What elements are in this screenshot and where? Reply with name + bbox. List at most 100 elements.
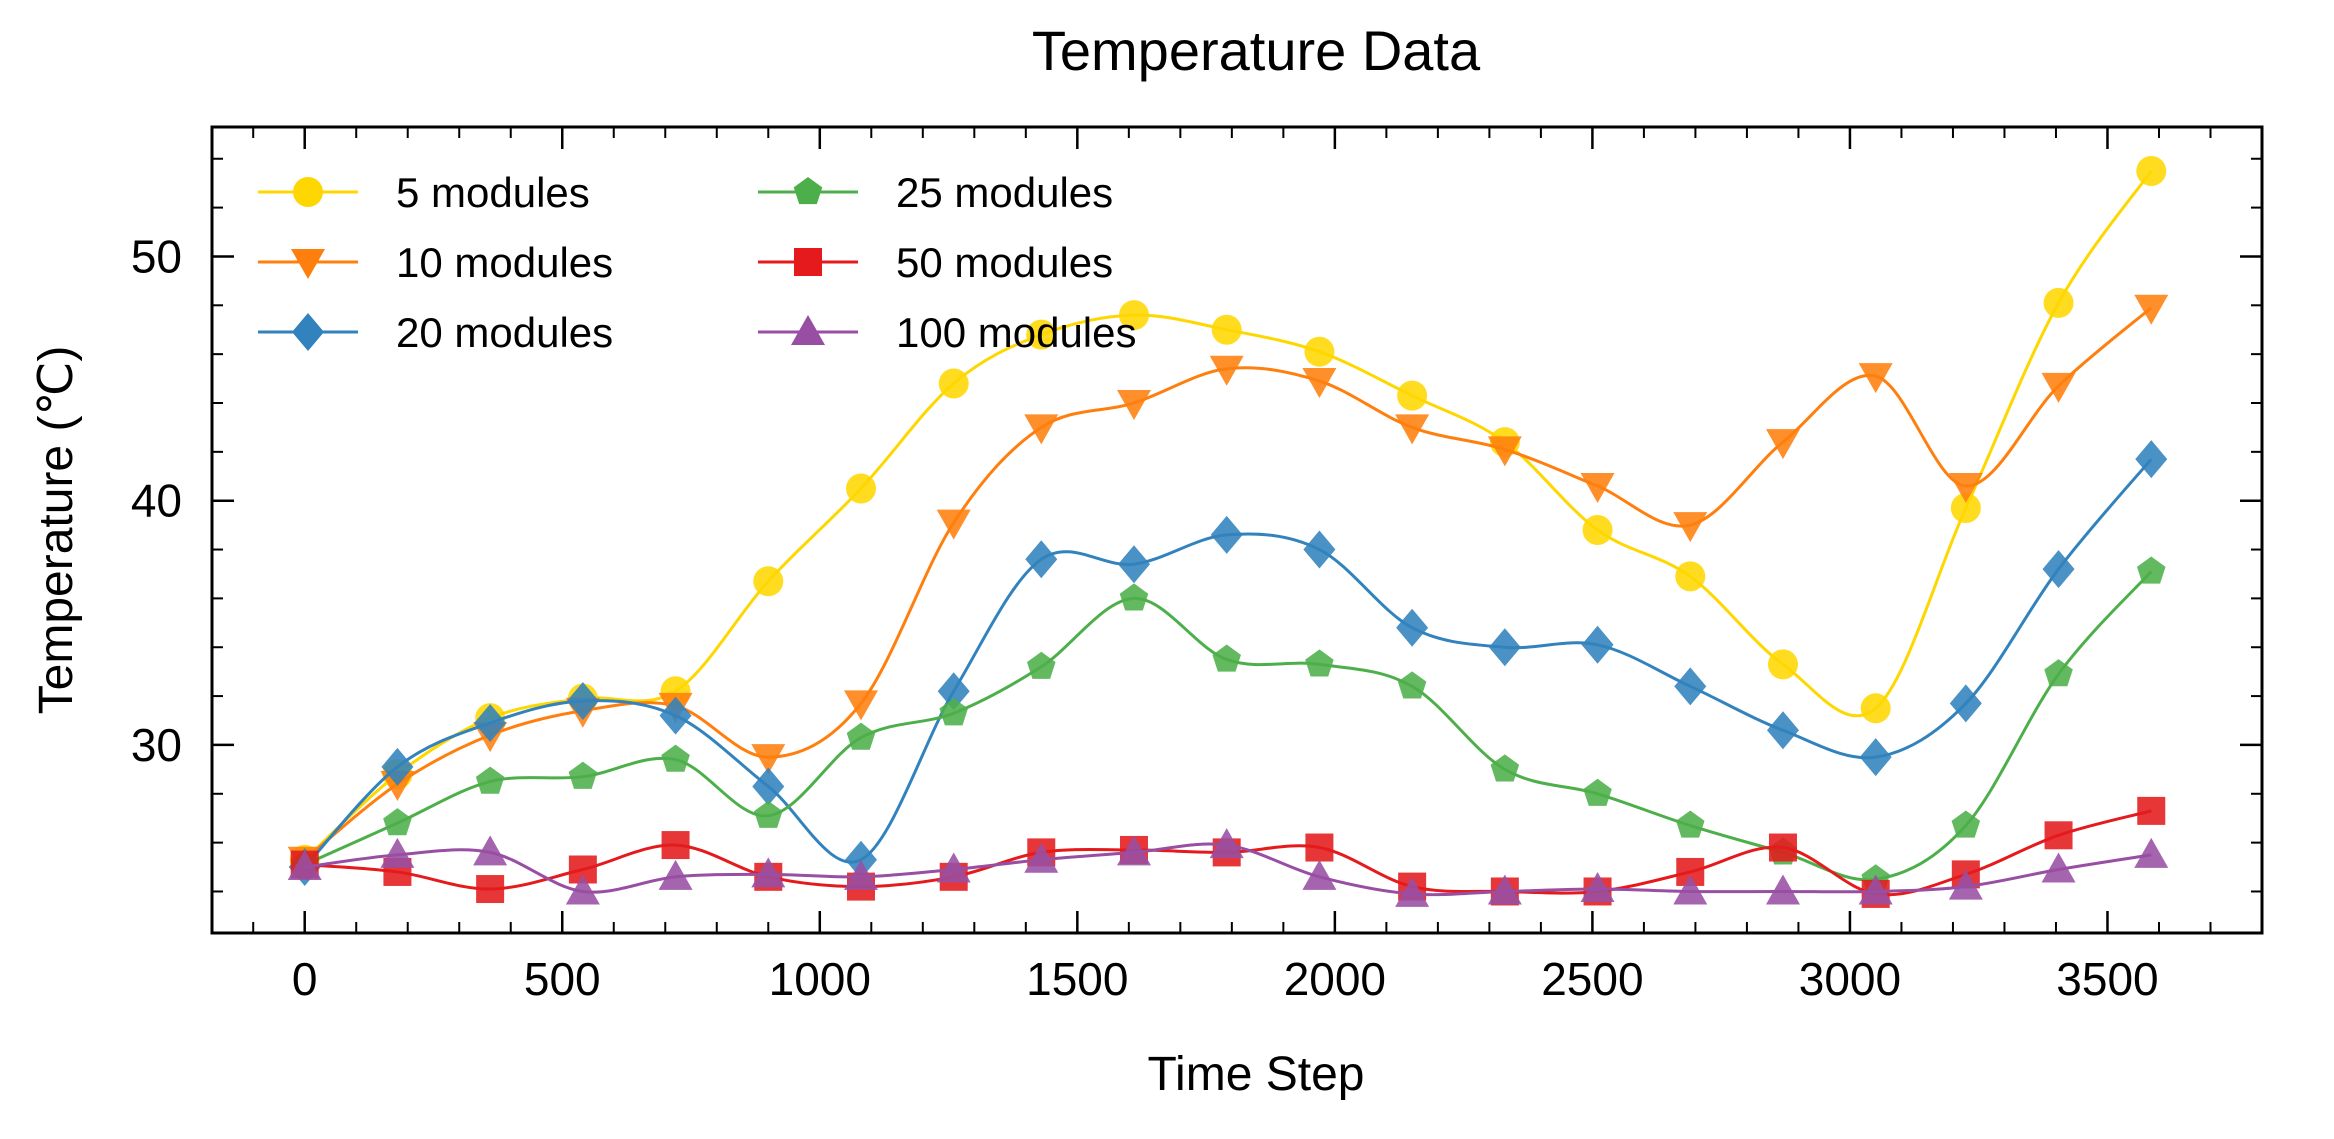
data-point — [1581, 625, 1614, 664]
data-point — [1582, 515, 1613, 545]
data-point — [1676, 810, 1705, 838]
legend-label: 25 modules — [896, 169, 1113, 216]
data-point — [383, 808, 412, 836]
data-point — [381, 747, 414, 786]
data-point — [1210, 515, 1243, 554]
y-tick-label: 30 — [131, 719, 182, 771]
data-point — [1487, 874, 1522, 905]
legend-label: 10 modules — [396, 239, 613, 286]
legend: 5 modules 10 modules 20 modules 25 modules 5… — [258, 169, 1137, 356]
legend-marker — [293, 177, 323, 207]
legend-marker — [791, 315, 825, 345]
data-point — [1027, 651, 1056, 679]
data-point — [1024, 414, 1059, 445]
data-point — [754, 800, 783, 828]
data-point — [661, 831, 690, 860]
data-point — [1025, 540, 1058, 579]
x-tick-label: 500 — [524, 953, 601, 1005]
data-point — [1209, 828, 1244, 859]
data-point — [752, 767, 785, 806]
data-point — [2042, 550, 2075, 589]
data-point — [1675, 561, 1706, 592]
data-point — [1211, 314, 1242, 345]
data-point — [2043, 287, 2074, 318]
data-point — [843, 859, 878, 890]
data-point — [1951, 810, 1981, 838]
data-point — [1396, 608, 1429, 647]
data-point — [1304, 336, 1335, 367]
data-point — [661, 744, 690, 772]
data-point — [2041, 852, 2076, 883]
data-point — [1209, 355, 1244, 386]
data-point — [1488, 628, 1521, 667]
data-point — [1948, 869, 1983, 900]
data-point — [939, 698, 968, 726]
data-point — [1305, 833, 1334, 862]
data-point — [380, 771, 415, 802]
data-point — [2044, 821, 2073, 850]
data-point — [751, 744, 786, 775]
legend-label: 5 modules — [396, 169, 590, 216]
data-point — [2136, 556, 2166, 584]
data-point — [2134, 294, 2169, 325]
data-point — [2044, 659, 2073, 687]
data-point — [1024, 842, 1059, 873]
data-point — [937, 672, 970, 711]
data-point — [1305, 649, 1334, 677]
y-tick-label: 40 — [131, 475, 182, 527]
data-point — [1673, 512, 1708, 543]
data-point — [1302, 859, 1337, 890]
data-point — [1766, 711, 1799, 750]
legend-marker — [291, 249, 325, 279]
data-point — [1950, 493, 1981, 524]
data-point — [845, 473, 876, 504]
data-point — [565, 874, 600, 905]
data-point — [1765, 429, 1800, 460]
data-point — [658, 859, 693, 890]
data-point — [2134, 837, 2169, 868]
data-point — [843, 690, 878, 721]
data-point — [1397, 380, 1428, 411]
data-point — [659, 696, 692, 735]
data-point — [476, 875, 505, 904]
legend-label: 20 modules — [396, 309, 613, 356]
legend-entry: 25 modules — [758, 169, 1113, 216]
x-tick-label: 3000 — [1799, 953, 1901, 1005]
data-point — [1302, 368, 1337, 399]
data-point — [474, 703, 507, 742]
data-point — [1949, 684, 1982, 723]
x-tick-label: 3500 — [2056, 953, 2158, 1005]
data-point — [1768, 833, 1797, 862]
data-point — [1395, 876, 1430, 907]
legend-marker — [292, 313, 324, 351]
data-point — [1858, 363, 1893, 394]
legend-entry: 10 modules — [258, 239, 613, 286]
data-point — [568, 761, 598, 789]
y-axis-label: Temperature (℃) — [30, 346, 83, 715]
data-point — [2136, 155, 2167, 186]
legend-marker — [794, 248, 822, 276]
data-point — [1948, 473, 1983, 504]
y-tick-label: 50 — [131, 230, 182, 282]
data-point — [1118, 300, 1149, 331]
data-point — [938, 368, 969, 399]
legend-entry: 100 modules — [758, 309, 1137, 356]
data-point — [1212, 644, 1241, 672]
data-point — [1117, 545, 1150, 584]
series-3 — [288, 440, 2168, 887]
chart-title: Temperature Data — [1032, 19, 1481, 82]
legend-label: 100 modules — [896, 309, 1137, 356]
data-point — [2041, 372, 2076, 403]
data-point — [1119, 583, 1149, 611]
data-point — [936, 852, 971, 883]
data-point — [844, 840, 877, 879]
series-6 — [287, 828, 2169, 907]
data-point — [1487, 436, 1522, 467]
data-point — [1859, 738, 1892, 777]
x-tick-label: 2000 — [1284, 953, 1386, 1005]
data-point — [380, 837, 415, 868]
legend-entry: 50 modules — [758, 239, 1113, 286]
data-point — [475, 766, 505, 794]
